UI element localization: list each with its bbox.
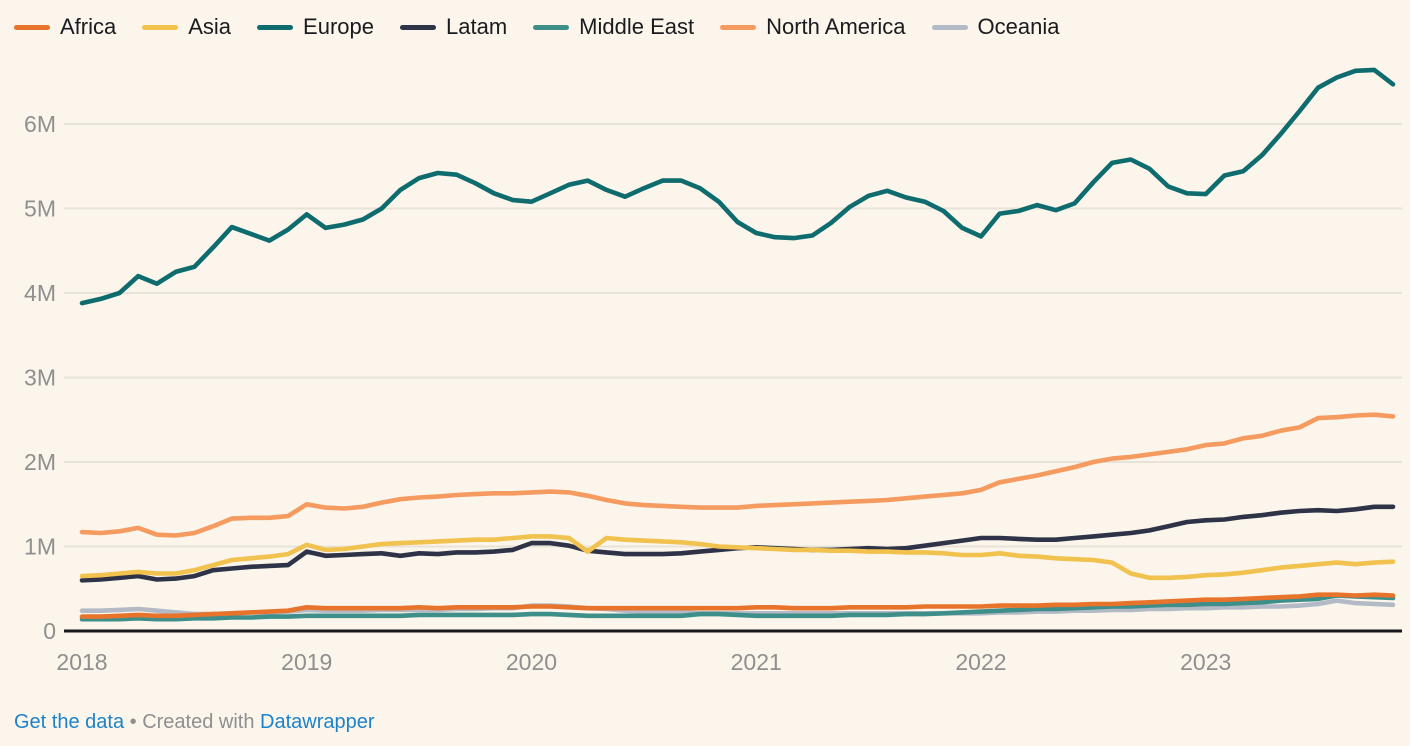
y-tick-label: 5M xyxy=(24,196,56,222)
legend-label: Middle East xyxy=(579,14,695,39)
legend-swatch-icon xyxy=(400,24,436,30)
series-line-middle-east xyxy=(79,593,1396,622)
legend-item-oceania: Oceania xyxy=(931,14,1060,39)
x-tick-label: 2021 xyxy=(731,649,782,675)
y-tick-label: 1M xyxy=(24,534,56,560)
series-line-asia xyxy=(79,534,1396,581)
y-tick-label: 2M xyxy=(24,449,56,475)
y-tick-label: 4M xyxy=(24,280,56,306)
x-tick-label: 2020 xyxy=(506,649,557,675)
legend-item-north-america: North America xyxy=(720,14,906,39)
legend-swatch-icon xyxy=(14,24,50,30)
x-tick-label: 2023 xyxy=(1180,649,1231,675)
legend-swatch-icon xyxy=(142,24,179,30)
y-tick-label: 0 xyxy=(43,618,56,644)
legend-swatch-icon xyxy=(533,24,570,30)
legend-item-africa: Africa xyxy=(14,16,116,38)
legend-label: Asia xyxy=(188,14,232,39)
legend-swatch-icon xyxy=(931,24,968,30)
legend-label: Africa xyxy=(60,14,117,39)
legend-label: Europe xyxy=(303,14,374,39)
legend-swatch-icon xyxy=(720,24,757,30)
x-tick-label: 2018 xyxy=(56,649,107,675)
x-tick-label: 2022 xyxy=(955,649,1006,675)
legend-label: Latam xyxy=(446,14,508,39)
datawrapper-link[interactable]: Datawrapper xyxy=(260,711,375,733)
legend-item-latam: Latam xyxy=(400,16,507,38)
legend-item-middle-east: Middle East xyxy=(533,16,694,38)
created-with-text: Created with xyxy=(142,711,261,733)
legend: Africa Asia Europe Latam Middle East North Am… xyxy=(14,16,1059,38)
y-tick-label: 3M xyxy=(24,365,56,391)
chart-svg: 0 1M 2M 3M 4M 5M 6M 2018 2019 2020 2021 2022 2023 xyxy=(24,67,1402,675)
chart-footer: Get the data • Created with Datawrapper xyxy=(14,711,375,734)
x-tick-label: 2019 xyxy=(281,649,332,675)
footer-separator: • xyxy=(124,711,143,733)
legend-item-asia: Asia xyxy=(142,16,231,38)
legend-label: Oceania xyxy=(977,14,1060,39)
legend-label: North America xyxy=(766,14,906,39)
line-chart: 0 1M 2M 3M 4M 5M 6M 2018 2019 2020 2021 2022 2023 xyxy=(24,67,1402,675)
series-line-north-america xyxy=(79,412,1396,538)
legend-swatch-icon xyxy=(257,24,294,30)
get-the-data-link[interactable]: Get the data xyxy=(14,711,125,733)
y-tick-label: 6M xyxy=(24,111,56,137)
series-line-europe xyxy=(79,67,1396,306)
legend-item-europe: Europe xyxy=(257,16,374,38)
series-line-africa xyxy=(79,592,1396,619)
